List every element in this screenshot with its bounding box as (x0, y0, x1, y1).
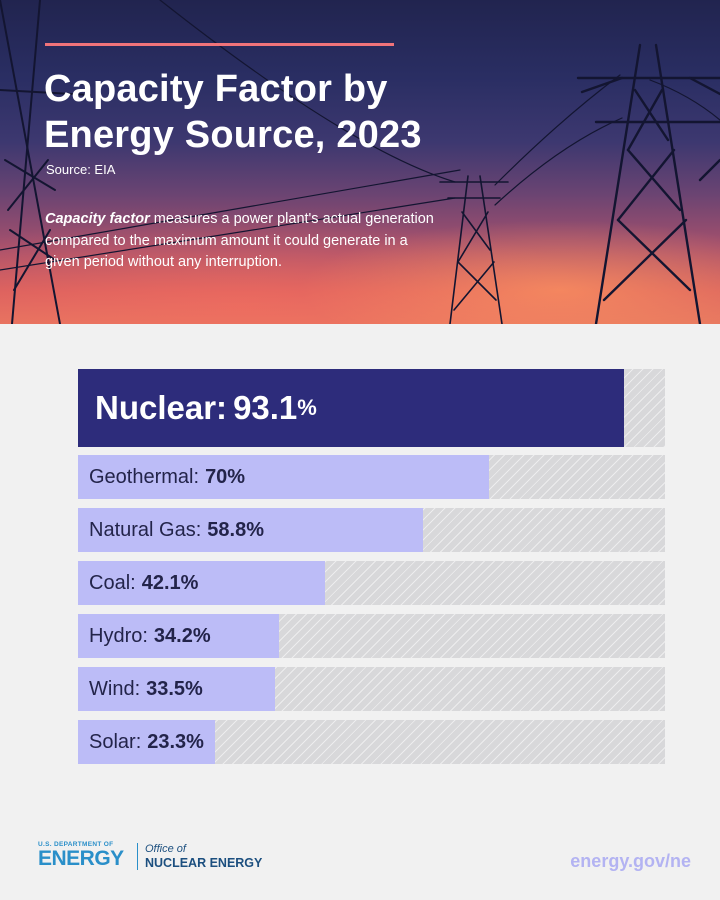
office-logo: Office of NUCLEAR ENERGY (145, 843, 262, 871)
bar-category-label: Nuclear: (95, 389, 228, 426)
bar-label: Solar: 23.3% (89, 720, 204, 764)
bar-category-label: Coal: (89, 571, 136, 594)
hero-banner: Capacity Factor by Energy Source, 2023 S… (0, 0, 720, 324)
bar-wind (78, 667, 275, 711)
bar-track-geothermal: Geothermal: 70% (78, 455, 665, 499)
bar-unit-label: % (297, 395, 317, 420)
bar-value-label: 34.2% (153, 624, 211, 647)
title-line-1: Capacity Factor by (44, 68, 388, 110)
bar-track-solar: Solar: 23.3% (78, 720, 665, 764)
bar-category-label: Solar: (89, 730, 142, 753)
bar-value-label: 70% (205, 465, 246, 488)
accent-line (45, 43, 394, 46)
page-title: Capacity Factor by Energy Source, 2023 (44, 66, 464, 158)
bar-value-label: 93.1 (233, 389, 298, 426)
bar-value-label: 33.5% (146, 677, 203, 700)
bar-solar (78, 720, 215, 764)
bar-label: Natural Gas: 58.8% (89, 508, 264, 552)
doe-logo-small-text: U.S. DEPARTMENT OF (38, 841, 114, 848)
bar-geothermal (78, 455, 489, 499)
bar-value-label: 42.1% (141, 571, 199, 594)
doe-logo-wordmark: ENERGY (38, 847, 124, 870)
bar-category-label: Natural Gas: (89, 518, 202, 541)
description-text: measures a power plant's actual generati… (45, 211, 434, 270)
bar-label: Nuclear: 93.1% (95, 369, 317, 447)
bar-track-wind: Wind: 33.5% (78, 667, 665, 711)
bar-nuclear (78, 369, 625, 447)
bar-hydro (78, 614, 279, 658)
title-line-2: Energy Source, 2023 (44, 114, 422, 156)
bar-category-label: Wind: (89, 677, 141, 700)
bar-category-label: Hydro: (89, 624, 148, 647)
power-towers-image (0, 0, 720, 324)
bar-value-label: 23.3% (147, 730, 204, 753)
bar-value-label: 58.8% (207, 518, 264, 541)
description-term: Capacity factor (45, 211, 150, 227)
logo-divider (137, 843, 138, 870)
doe-logo: U.S. DEPARTMENT OF ENERGY (38, 841, 133, 870)
bar-category-label: Geothermal: (89, 465, 200, 488)
bar-label: Wind: 33.5% (89, 667, 203, 711)
office-line-2: NUCLEAR ENERGY (145, 856, 263, 870)
office-line-1: Office of (145, 843, 186, 855)
bar-coal (78, 561, 326, 605)
source-note: Source: EIA (46, 162, 116, 177)
bar-natural-gas (78, 508, 424, 552)
bar-track-hydro: Hydro: 34.2% (78, 614, 665, 658)
capacity-factor-chart: Nuclear: 93.1% Geothermal: 70% Natural Gas: 5… (78, 369, 665, 764)
bar-label: Geothermal: 70% (89, 455, 245, 499)
bar-label: Coal: 42.1% (89, 561, 198, 605)
bar-track-nuclear: Nuclear: 93.1% (78, 369, 665, 447)
bar-track-coal: Coal: 42.1% (78, 561, 665, 605)
bar-track-natural-gas: Natural Gas: 58.8% (78, 508, 665, 552)
website-link[interactable]: energy.gov/ne (570, 851, 691, 871)
bar-label: Hydro: 34.2% (89, 614, 211, 658)
description: Capacity factor measures a power plant's… (45, 209, 435, 274)
